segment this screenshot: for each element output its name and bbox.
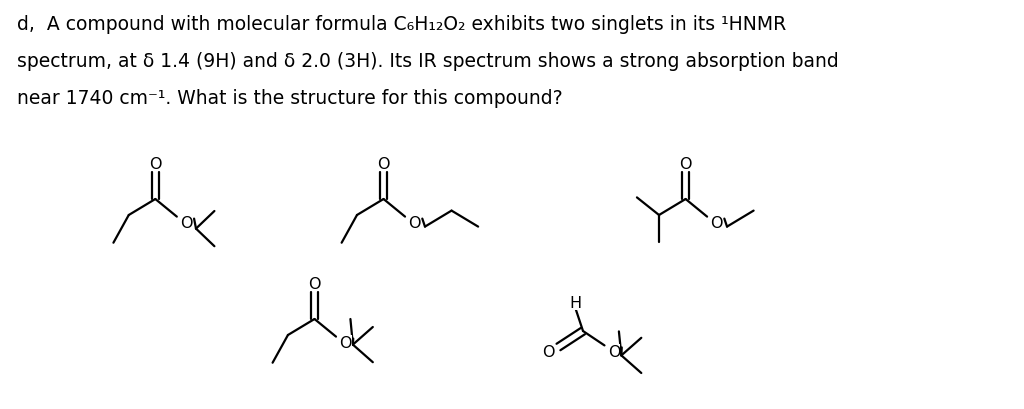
Text: O: O bbox=[409, 216, 421, 231]
Text: O: O bbox=[180, 216, 193, 231]
Text: O: O bbox=[377, 156, 390, 171]
Text: O: O bbox=[339, 335, 352, 350]
Text: O: O bbox=[608, 344, 621, 359]
Text: O: O bbox=[308, 276, 321, 291]
Text: H: H bbox=[569, 295, 582, 310]
Text: O: O bbox=[711, 216, 723, 231]
Text: near 1740 cm⁻¹. What is the structure for this compound?: near 1740 cm⁻¹. What is the structure fo… bbox=[17, 89, 563, 108]
Text: O: O bbox=[150, 156, 162, 171]
Text: O: O bbox=[543, 345, 555, 360]
Text: O: O bbox=[679, 156, 692, 171]
Text: spectrum, at δ 1.4 (9H) and δ 2.0 (3H). Its IR spectrum shows a strong absorptio: spectrum, at δ 1.4 (9H) and δ 2.0 (3H). … bbox=[17, 52, 839, 71]
Text: d,  A compound with molecular formula C₆H₁₂O₂ exhibits two singlets in its ¹HNMR: d, A compound with molecular formula C₆H… bbox=[17, 15, 786, 34]
